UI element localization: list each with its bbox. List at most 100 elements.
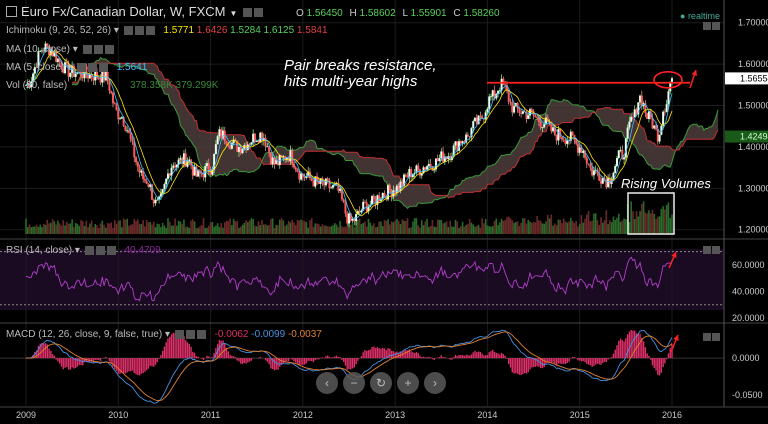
ichimoku-label[interactable]: Ichimoku (9, 26, 52, 26) (6, 25, 112, 36)
volume-bar (502, 220, 505, 234)
chevron-left-icon[interactable]: ‹ (316, 372, 338, 394)
ma5-legend[interactable]: MA (5, close) ▾ 1.5641 (6, 62, 148, 73)
volume-bar (213, 226, 215, 234)
macd-histogram-bar (133, 358, 135, 373)
volume-bar (635, 211, 638, 234)
candle-body (168, 173, 171, 176)
candle-body (497, 90, 500, 94)
macd-histogram-bar (126, 358, 128, 373)
gear-icon[interactable] (87, 62, 97, 72)
chevron-down-icon[interactable]: ▼ (229, 9, 238, 18)
volume-bar (376, 226, 379, 234)
eye-icon[interactable] (76, 62, 86, 72)
candle-body (438, 158, 441, 162)
candle-body (188, 159, 191, 162)
volume-bar (252, 219, 254, 234)
vol-legend[interactable]: Vol (20, false) 378.358K 379.299K (6, 80, 218, 91)
close-icon[interactable] (104, 44, 114, 54)
volume-bar (481, 218, 483, 234)
vol-label[interactable]: Vol (20, false) (6, 80, 68, 91)
macd-histogram-bar (181, 336, 183, 359)
volume-bar (243, 222, 246, 234)
close-icon[interactable] (106, 245, 116, 255)
candle-body (220, 129, 223, 139)
candle-body (170, 167, 173, 176)
chevron-right-icon[interactable]: › (424, 372, 446, 394)
candle-body (420, 173, 423, 176)
macd-label[interactable]: MACD (12, 26, close, 9, false, true) (6, 329, 163, 340)
eye-icon[interactable] (82, 44, 92, 54)
candle-body (493, 90, 496, 99)
volume-bar (268, 224, 270, 234)
gear-icon[interactable] (93, 44, 103, 54)
ma10-legend[interactable]: MA (10, close) ▾ (6, 44, 114, 55)
volume-bar (397, 220, 400, 234)
ichimoku-legend[interactable]: Ichimoku (9, 26, 52, 26) ▾ 1.5771 1.6426… (6, 25, 328, 36)
macd-histogram-bar (339, 357, 341, 359)
eye-icon[interactable] (84, 245, 94, 255)
gear-icon[interactable] (134, 25, 144, 35)
candle-body (605, 179, 608, 188)
volume-bar (571, 220, 574, 234)
macd-histogram-bar (484, 355, 487, 359)
zoom-in-icon[interactable]: + (397, 372, 419, 394)
macd-histogram-bar (229, 354, 231, 359)
close-icon[interactable] (196, 329, 206, 339)
volume-bar (516, 221, 519, 234)
macd-histogram-bar (99, 358, 102, 361)
volume-bar (248, 220, 251, 234)
settings-button[interactable] (243, 8, 253, 18)
close-icon[interactable] (98, 62, 108, 72)
macd-histogram-bar (488, 352, 490, 359)
rsi-label[interactable]: RSI (14, close) (6, 245, 73, 256)
symbol-label[interactable]: Euro Fx/Canadian Dollar, W, FXCM (21, 4, 226, 19)
volume-bar (152, 221, 155, 234)
candle-body (340, 188, 343, 200)
volume-bar (266, 225, 269, 234)
volume-bar (310, 218, 313, 234)
reset-icon[interactable]: ↻ (370, 372, 392, 394)
candle-body (103, 70, 106, 81)
secondary-price-box (725, 130, 768, 143)
close-icon[interactable] (145, 25, 155, 35)
volume-bar (449, 220, 451, 234)
candle-body (461, 141, 464, 144)
macd-histogram-bar (130, 358, 132, 372)
macd-histogram-bar (648, 355, 650, 359)
ma5-label[interactable]: MA (5, close) (6, 62, 65, 73)
volume-bar (223, 222, 226, 234)
volume-bar (44, 224, 47, 234)
ma10-label[interactable]: MA (10, close) (6, 44, 70, 55)
rsi-legend[interactable]: RSI (14, close) ▾ 40.4709 (6, 245, 161, 256)
volume-bar (236, 220, 238, 234)
volume-bar (440, 219, 443, 234)
gear-icon[interactable] (185, 329, 195, 339)
macd-histogram-bar (382, 347, 384, 359)
macd-histogram-bar (234, 357, 237, 359)
macd-histogram-bar (305, 358, 308, 364)
gear-icon[interactable] (254, 8, 264, 18)
macd-histogram-bar (651, 358, 654, 366)
macd-histogram-bar (490, 351, 492, 359)
volume-bar (92, 227, 95, 234)
candle-body (147, 183, 150, 187)
minus-square-icon[interactable] (6, 6, 17, 18)
macd-histogram-bar (330, 357, 332, 359)
volume-bar (67, 223, 70, 234)
candle-body (314, 176, 317, 187)
eye-icon[interactable] (123, 25, 133, 35)
macd-histogram-bar (163, 346, 166, 359)
candle-body (158, 196, 161, 200)
eye-icon[interactable] (174, 329, 184, 339)
macd-histogram-bar (264, 358, 267, 361)
macd-histogram-bar (270, 358, 272, 369)
zoom-out-icon[interactable]: − (343, 372, 365, 394)
candle-body (655, 125, 658, 130)
candle-body (660, 125, 663, 135)
volume-bar (584, 218, 586, 234)
candle-body (120, 117, 123, 119)
gear-icon[interactable] (95, 245, 105, 255)
macd-legend[interactable]: MACD (12, 26, close, 9, false, true) ▾ -… (6, 329, 322, 340)
volume-bar (582, 222, 585, 234)
macd-histogram-bar (650, 358, 652, 360)
